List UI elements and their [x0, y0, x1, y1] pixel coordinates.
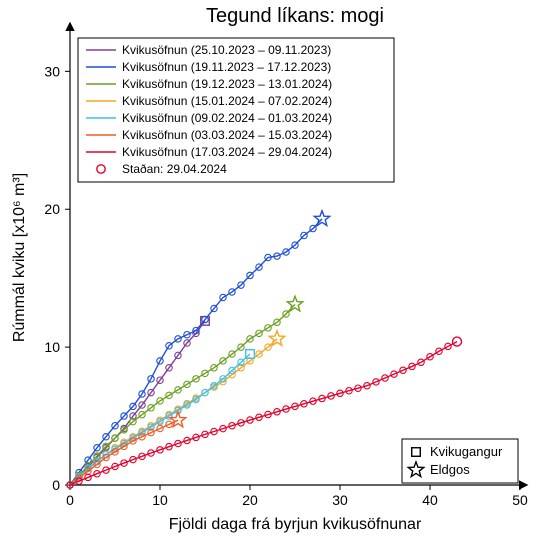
- x-tick-label: 0: [66, 492, 74, 508]
- x-tick-label: 10: [152, 492, 168, 508]
- y-tick-label: 20: [44, 201, 60, 217]
- legend-item-label: Kvikusöfnun (09.02.2024 – 01.03.2024): [122, 111, 332, 125]
- x-tick-label: 20: [242, 492, 258, 508]
- y-tick-label: 10: [44, 339, 60, 355]
- y-tick-label: 0: [52, 477, 60, 493]
- chart-title: Tegund líkans: mogi: [206, 5, 384, 27]
- shape-legend-label: Eldgos: [430, 462, 470, 477]
- legend-shapes: Kvikugangur Eldgos: [402, 439, 518, 483]
- legend-main: Kvikusöfnun (25.10.2023 – 09.11.2023) Kvi…: [78, 38, 394, 182]
- y-tick-label: 30: [44, 63, 60, 79]
- volume-chart: Tegund líkans: mogi 0 10 20 30 40 50 0 10 20 30 Fjö…: [0, 0, 540, 541]
- series-line: [70, 342, 457, 485]
- y-axis-label: Rúmmál kviku [x10⁶ m³]: [11, 173, 28, 342]
- x-axis-label: Fjöldi daga frá byrjun kvikusöfnunar: [169, 516, 422, 533]
- legend-item-label: Kvikusöfnun (25.10.2023 – 09.11.2023): [122, 43, 331, 57]
- legend-item-label: Kvikusöfnun (03.03.2024 – 15.03.2024): [122, 128, 332, 142]
- x-tick-label: 40: [422, 492, 438, 508]
- legend-status-label: Staðan: 29.04.2024: [122, 162, 227, 176]
- shape-legend-label: Kvikugangur: [430, 444, 503, 459]
- legend-item-label: Kvikusöfnun (19.11.2023 – 17.12.2023): [122, 60, 331, 74]
- legend-item-label: Kvikusöfnun (19.12.2023 – 13.01.2024): [122, 77, 332, 91]
- x-tick-label: 50: [512, 492, 528, 508]
- legend-item-label: Kvikusöfnun (15.01.2024 – 07.02.2024): [122, 94, 332, 108]
- legend-item-label: Kvikusöfnun (17.03.2024 – 29.04.2024): [122, 145, 332, 159]
- x-tick-label: 30: [332, 492, 348, 508]
